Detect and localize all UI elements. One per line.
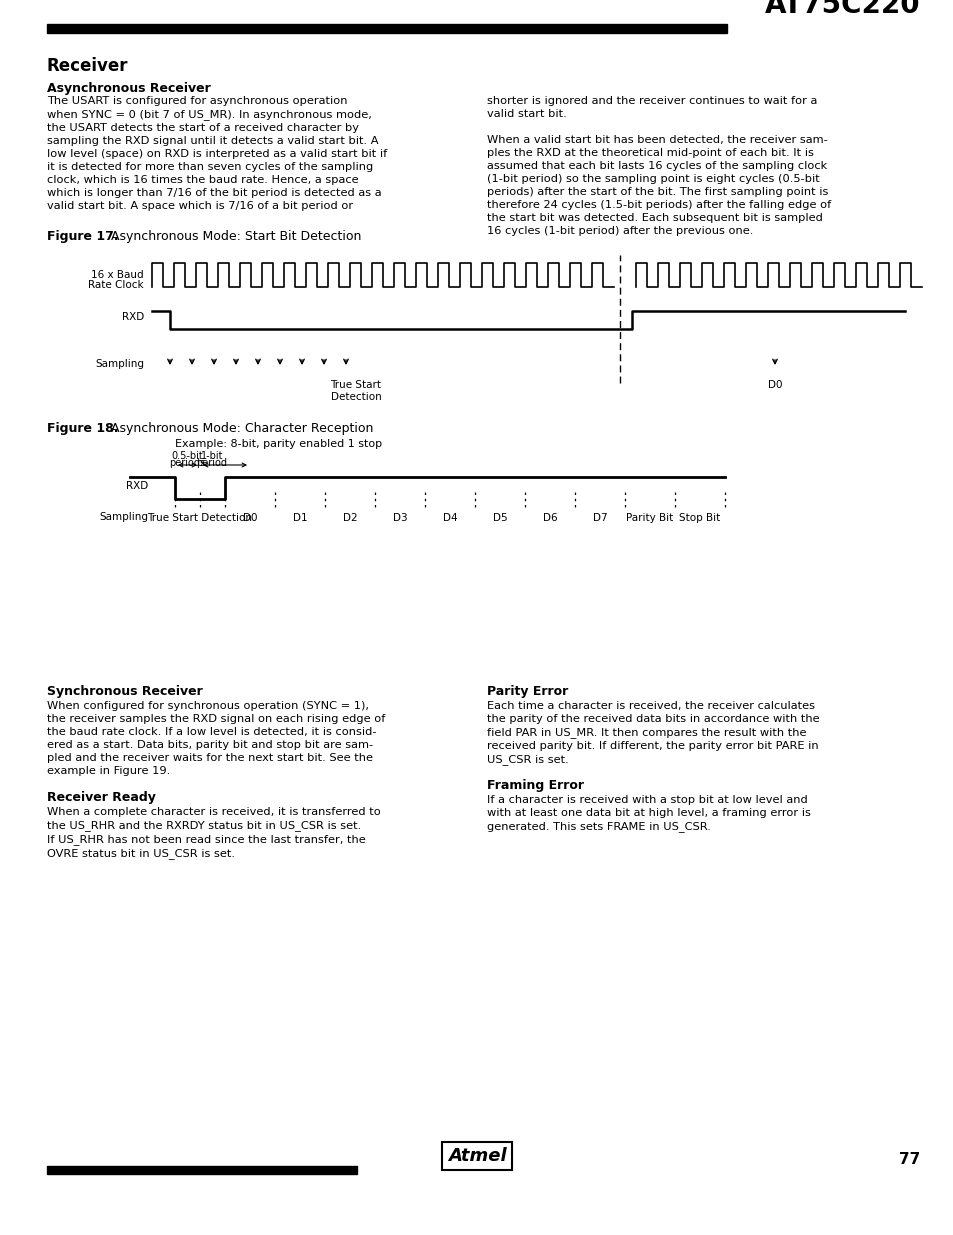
Text: True Start
Detection: True Start Detection (330, 380, 381, 403)
Text: Atmel: Atmel (447, 1147, 506, 1165)
Text: D2: D2 (342, 513, 357, 522)
Text: True Start Detection: True Start Detection (148, 513, 253, 522)
Text: Figure 18.: Figure 18. (47, 422, 118, 435)
Text: Asynchronous Mode: Character Reception: Asynchronous Mode: Character Reception (103, 422, 373, 435)
Text: Asynchronous Receiver: Asynchronous Receiver (47, 82, 211, 95)
Text: RXD: RXD (126, 480, 148, 492)
Text: period: period (196, 458, 227, 468)
Text: 1-bit: 1-bit (200, 451, 223, 461)
Text: D1: D1 (293, 513, 307, 522)
Text: Figure 17.: Figure 17. (47, 230, 118, 243)
Text: D6: D6 (542, 513, 557, 522)
Text: If a character is received with a stop bit at low level and
with at least one da: If a character is received with a stop b… (486, 795, 810, 832)
Text: D0: D0 (767, 380, 781, 390)
Text: Parity Bit: Parity Bit (626, 513, 673, 522)
Text: Each time a character is received, the receiver calculates
the parity of the rec: Each time a character is received, the r… (486, 701, 819, 764)
Text: D7: D7 (592, 513, 607, 522)
Text: AT75C220: AT75C220 (763, 0, 919, 19)
Bar (47, 1166, 356, 1174)
Text: Sampling: Sampling (95, 359, 144, 369)
Text: 0.5-bit: 0.5-bit (171, 451, 203, 461)
Text: D4: D4 (442, 513, 456, 522)
Text: Example: 8-bit, parity enabled 1 stop: Example: 8-bit, parity enabled 1 stop (174, 438, 382, 450)
Text: 16 x Baud: 16 x Baud (91, 270, 144, 280)
Text: Asynchronous Mode: Start Bit Detection: Asynchronous Mode: Start Bit Detection (103, 230, 361, 243)
Text: Receiver: Receiver (47, 57, 129, 75)
Text: Synchronous Receiver: Synchronous Receiver (47, 685, 203, 698)
Text: The USART is configured for asynchronous operation
when SYNC = 0 (bit 7 of US_MR: The USART is configured for asynchronous… (47, 96, 387, 211)
Text: D0: D0 (242, 513, 257, 522)
Text: Sampling: Sampling (99, 513, 148, 522)
Text: 77: 77 (898, 1152, 919, 1167)
Text: Stop Bit: Stop Bit (679, 513, 720, 522)
Text: When configured for synchronous operation (SYNC = 1),
the receiver samples the R: When configured for synchronous operatio… (47, 701, 385, 777)
Text: Parity Error: Parity Error (486, 685, 568, 698)
Bar (47, 23, 726, 33)
Text: Receiver Ready: Receiver Ready (47, 790, 155, 804)
Text: Rate Clock: Rate Clock (89, 280, 144, 290)
Text: periods: periods (169, 458, 205, 468)
Text: When a complete character is received, it is transferred to
the US_RHR and the R: When a complete character is received, i… (47, 806, 380, 858)
Text: D5: D5 (492, 513, 507, 522)
Text: Framing Error: Framing Error (486, 779, 583, 792)
Text: RXD: RXD (122, 312, 144, 322)
Text: shorter is ignored and the receiver continues to wait for a
valid start bit.

Wh: shorter is ignored and the receiver cont… (486, 96, 830, 236)
Text: D3: D3 (393, 513, 407, 522)
